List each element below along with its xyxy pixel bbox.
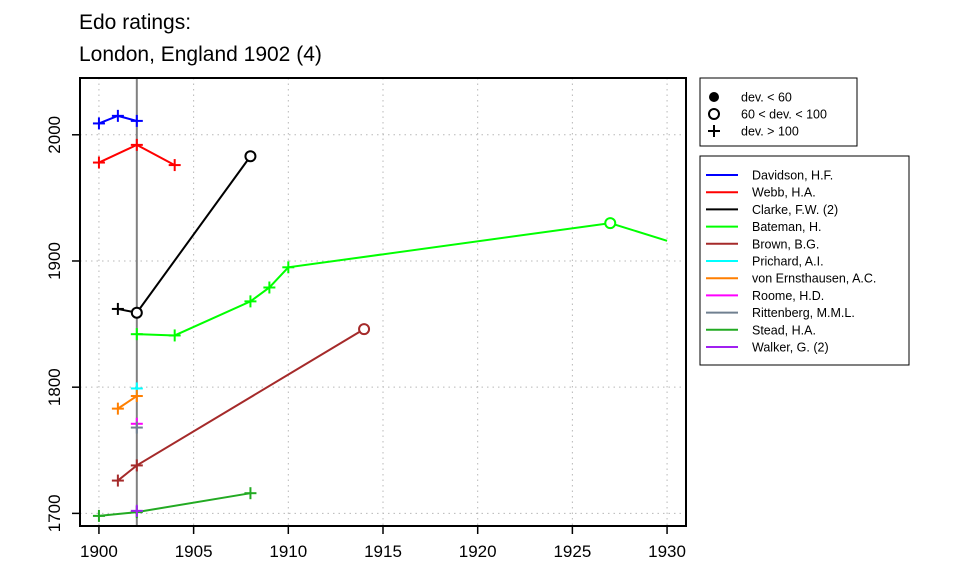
y-tick-label: 2000: [45, 116, 64, 154]
data-point-open-circle: [130, 306, 143, 319]
series-legend: Davidson, H.F. Webb, H.A. Clarke, F.W. (2)…: [699, 155, 910, 366]
series-line: [98, 492, 251, 517]
data-point-plus: [244, 295, 257, 308]
y-tick-label: 1900: [45, 242, 64, 280]
series-legend-label: Davidson, H.F.: [752, 169, 833, 183]
series-legend-label: Webb, H.A.: [752, 186, 816, 200]
data-point-open-circle: [244, 150, 257, 163]
marker-legend: dev. < 60 60 < dev. < 100 dev. > 100: [699, 77, 858, 147]
series-legend-label: Roome, H.D.: [752, 289, 824, 303]
data-point-plus: [130, 138, 143, 151]
data-point-plus: [130, 390, 143, 403]
data-point-plus: [168, 159, 181, 172]
data-point-filled-circle: [709, 92, 719, 102]
x-tick-label: 1920: [459, 542, 497, 561]
x-axis: 1900 1905 1910 1915 1920 1925 1930: [80, 526, 686, 561]
x-tick-label: 1925: [553, 542, 591, 561]
series-legend-label: Bateman, H.: [752, 220, 821, 234]
series-walker-g-2: [130, 504, 143, 517]
data-point-plus: [130, 114, 143, 127]
data-point-plus: [130, 328, 143, 341]
series-line: [117, 328, 365, 482]
series-legend-label: von Ernsthausen, A.C.: [752, 272, 876, 286]
data-point-plus: [244, 487, 257, 500]
series-legend-label: Rittenberg, M.M.L.: [752, 306, 855, 320]
data-point-plus: [708, 125, 720, 137]
data-point-open-circle: [708, 108, 720, 120]
data-point-plus: [92, 117, 105, 130]
series-legend-label: Stead, H.A.: [752, 323, 816, 337]
data-point-open-circle: [358, 323, 371, 336]
data-point-plus: [130, 504, 143, 517]
series-layer: [92, 109, 668, 522]
series-davidson-h-f: [92, 109, 143, 130]
data-point-plus: [111, 109, 124, 122]
data-point-open-circle: [604, 217, 617, 230]
data-point-plus: [92, 156, 105, 169]
y-axis: 1700 1800 1900 2000: [45, 116, 80, 532]
data-point-plus: [263, 281, 276, 294]
x-tick-label: 1915: [364, 542, 402, 561]
data-point-plus: [111, 474, 124, 487]
x-tick-label: 1905: [175, 542, 213, 561]
series-legend-label: Walker, G. (2): [752, 341, 829, 355]
series-clarke-f-w-2: [111, 150, 257, 319]
series-rittenberg-m-m-l: [130, 421, 143, 434]
marker-legend-box: [699, 77, 858, 147]
series-line: [117, 395, 138, 410]
data-point-plus: [111, 402, 124, 415]
series-line: [136, 222, 668, 337]
data-point-plus: [130, 459, 143, 472]
series-stead-h-a: [92, 487, 257, 522]
x-tick-label: 1930: [648, 542, 686, 561]
x-tick-label: 1900: [80, 542, 118, 561]
series-legend-label: Clarke, F.W. (2): [752, 203, 838, 217]
chart-title-line2: London, England 1902 (4): [79, 43, 322, 66]
data-point-plus: [282, 261, 295, 274]
marker-legend-label: dev. < 60: [741, 91, 792, 105]
y-tick-label: 1700: [45, 494, 64, 532]
series-brown-b-g: [111, 323, 371, 487]
marker-legend-label: 60 < dev. < 100: [741, 108, 827, 122]
grid-lines: [80, 78, 686, 526]
series-bateman-h: [130, 217, 668, 342]
series-legend-label: Brown, B.G.: [752, 237, 819, 251]
series-webb-h-a: [92, 138, 181, 172]
y-tick-label: 1800: [45, 368, 64, 406]
data-point-plus: [130, 421, 143, 434]
x-tick-label: 1910: [269, 542, 307, 561]
data-point-plus: [111, 302, 124, 315]
marker-legend-label: dev. > 100: [741, 125, 799, 139]
series-legend-label: Prichard, A.I.: [752, 255, 824, 269]
data-point-plus: [92, 509, 105, 522]
chart-title-line1: Edo ratings:: [79, 11, 192, 34]
series-von-ernsthausen-a-c: [111, 390, 143, 415]
data-point-plus: [168, 329, 181, 342]
